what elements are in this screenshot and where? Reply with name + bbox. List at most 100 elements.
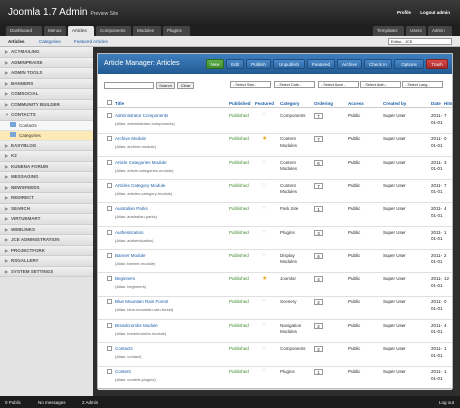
sidebar-item-acymailing[interactable]: ▶ ACYMAILING [0, 47, 93, 58]
ordering-input[interactable]: 2 [314, 322, 323, 329]
not-featured-icon[interactable]: ○ [262, 205, 266, 212]
filter-select-3[interactable]: - Select Acce - [318, 81, 359, 88]
profile-link[interactable]: Profile [396, 10, 411, 15]
ordering-input[interactable]: 6 [314, 252, 323, 259]
sidebar-item-admin-tools[interactable]: ▶ ADMIN TOOLS [0, 68, 93, 79]
options-button[interactable]: Options [394, 59, 424, 69]
published-status[interactable]: Published [229, 182, 249, 188]
article-title-link[interactable]: Content [115, 369, 131, 375]
column-ordering[interactable]: Ordering [314, 101, 334, 106]
column-title[interactable]: Title [115, 101, 125, 106]
search-button[interactable]: Search [156, 82, 175, 89]
featured-star-icon[interactable]: ★ [262, 136, 268, 143]
edit-button[interactable]: Edit [226, 59, 244, 69]
article-title-link[interactable]: Blue Mountain Rain Forest [115, 299, 169, 305]
row-checkbox[interactable] [107, 136, 112, 142]
sidebar-item-jce-administration[interactable]: ▶ JCE ADMINISTRATION [0, 235, 93, 246]
filter-select-1[interactable]: - Select Stat - [230, 81, 271, 88]
trash-button[interactable]: Trash [426, 59, 448, 69]
row-checkbox[interactable] [107, 346, 112, 351]
logout-link[interactable]: Logout admin [420, 10, 450, 15]
ordering-input[interactable]: 7 [314, 113, 323, 119]
submenu-articles[interactable]: Articles [8, 39, 25, 44]
column-featured[interactable]: Featured [255, 101, 275, 106]
featured-button[interactable]: Featured [307, 59, 335, 69]
ordering-input[interactable]: 7 [314, 182, 323, 189]
row-checkbox[interactable] [107, 322, 112, 328]
search-input[interactable] [104, 82, 154, 89]
article-title-link[interactable]: Breadcrumbs Module [115, 322, 158, 328]
published-status[interactable]: Published [229, 299, 249, 305]
sidebar-item-rsgallery[interactable]: ▶ RSGALLERY [0, 256, 93, 267]
sidebar-item-projectfork[interactable]: ▶ PROJECTFORK [0, 245, 93, 256]
submenu-categories[interactable]: Categories [39, 39, 61, 44]
filter-select-2[interactable]: - Select Cate - [274, 81, 315, 88]
check-in-button[interactable]: Check In [364, 59, 392, 69]
article-title-link[interactable]: Banner Module [115, 252, 146, 258]
tab-components[interactable]: Components [96, 26, 131, 36]
column-date[interactable]: Date [431, 101, 441, 106]
submenu-featured-articles[interactable]: Featured Articles [74, 39, 108, 44]
published-status[interactable]: Published [229, 369, 249, 375]
published-status[interactable]: Published [229, 276, 249, 282]
archive-button[interactable]: Archive [337, 59, 362, 69]
sidebar-subitem-contacts[interactable]: Contacts [0, 120, 93, 131]
ordering-input[interactable]: 7 [314, 136, 323, 143]
tab-dashboard[interactable]: Dashboard [6, 26, 42, 36]
article-title-link[interactable]: Authentication [115, 229, 144, 235]
column-published[interactable]: Published [229, 101, 251, 106]
not-featured-icon[interactable]: ○ [262, 345, 266, 351]
sidebar-item-messaging[interactable]: ▶ MESSAGING [0, 172, 93, 183]
sidebar-item-community-builder[interactable]: ▶ COMMUNITY BUILDER [0, 99, 93, 110]
sidebar-item-kunena-forum[interactable]: ▶ KUNENA FORUM [0, 161, 93, 172]
article-title-link[interactable]: Beginners [115, 276, 136, 282]
admin-count[interactable]: 2 Admin [82, 399, 99, 405]
tab-menus[interactable]: Menus [44, 26, 66, 36]
unpublish-button[interactable]: Unpublish [273, 59, 305, 69]
article-title-link[interactable]: Administrator Components [115, 113, 169, 118]
filter-select-4[interactable]: - Select Auth - [360, 81, 401, 88]
ordering-input[interactable]: 3 [314, 229, 323, 236]
not-featured-icon[interactable]: ○ [262, 228, 266, 235]
clear-button[interactable]: Clear [177, 82, 194, 89]
sidebar-item-contacts[interactable]: ▼ CONTACTS [0, 110, 93, 121]
published-status[interactable]: Published [229, 346, 249, 351]
sidebar-item-weblinks[interactable]: ▶ WEBLINKS [0, 224, 93, 235]
ordering-input[interactable]: 1 [314, 206, 323, 213]
column-created-by[interactable]: Created by [383, 101, 407, 106]
row-checkbox[interactable] [107, 276, 112, 282]
row-checkbox[interactable] [107, 159, 112, 165]
not-featured-icon[interactable]: ○ [262, 321, 266, 328]
not-featured-icon[interactable]: ○ [262, 112, 266, 118]
row-checkbox[interactable] [107, 113, 112, 118]
publish-button[interactable]: Publish [246, 59, 271, 69]
preview-site-link[interactable]: Preview Site [90, 11, 119, 17]
filter-select-5[interactable]: - Select Lang - [402, 81, 443, 88]
tab-users[interactable]: Users [406, 26, 426, 36]
sidebar-item-k2[interactable]: ▶ K2 [0, 151, 93, 162]
column-category[interactable]: Category [280, 101, 300, 106]
sidebar-item-easyblog[interactable]: ▶ EASYBLOG [0, 140, 93, 151]
not-featured-icon[interactable]: ○ [262, 368, 266, 375]
messages-status[interactable]: No messages [38, 399, 66, 405]
published-status[interactable]: Published [229, 159, 249, 165]
tab-articles[interactable]: Articles [68, 26, 94, 36]
sidebar-item-banners[interactable]: ▶ BANNERS [0, 78, 93, 89]
sidebar-item-search[interactable]: ▶ SEARCH [0, 203, 93, 214]
article-title-link[interactable]: Archive Module [115, 136, 147, 142]
article-title-link[interactable]: Article Categories Module [115, 159, 167, 165]
published-status[interactable]: Published [229, 229, 249, 235]
tab-modules[interactable]: Modules [133, 26, 161, 36]
sidebar-item-comsocial[interactable]: ▶ COMSOCIAL [0, 89, 93, 100]
article-title-link[interactable]: Articles Category Module [115, 182, 166, 188]
featured-star-icon[interactable]: ★ [262, 276, 268, 283]
published-status[interactable]: Published [229, 136, 249, 142]
public-count[interactable]: 0 Public [5, 399, 22, 405]
row-checkbox[interactable] [107, 369, 112, 375]
select-all-checkbox[interactable] [107, 100, 112, 105]
published-status[interactable]: Published [229, 113, 249, 118]
logout-status-link[interactable]: Log out [438, 399, 454, 405]
sidebar-subitem-categories[interactable]: Categories [0, 130, 93, 141]
ordering-input[interactable]: 1 [314, 369, 323, 376]
ordering-input[interactable]: 2 [314, 299, 323, 306]
